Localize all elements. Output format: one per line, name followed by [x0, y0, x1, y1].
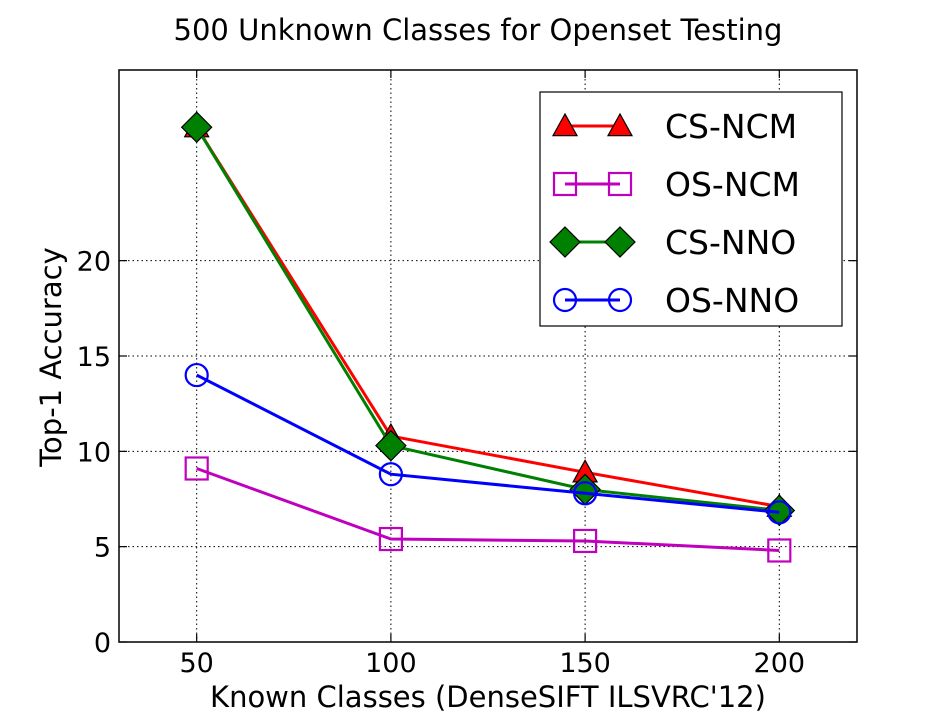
data-point-cs-nno: [180, 111, 213, 144]
legend-marker-os-ncm: [552, 171, 578, 197]
legend-item-cs-nno: CS-NNO: [549, 223, 796, 262]
series-line-os-ncm: [196, 467, 780, 552]
data-point-cs-nno: [375, 429, 407, 462]
axis-ticks: 50 100 150 200 0 5 10 15 20: [77, 70, 857, 679]
legend-marker-os-ncm: [607, 171, 633, 197]
legend-label-os-ncm: OS-NCM: [665, 165, 800, 204]
legend: CS-NCM OS-NCM CS-NNO OS-NNO: [539, 91, 843, 327]
legend-item-os-ncm: OS-NCM: [552, 165, 800, 204]
legend-box: [539, 91, 843, 327]
legend-label-os-nno: OS-NNO: [665, 281, 799, 320]
legend-marker-os-nno: [552, 287, 578, 313]
series-line-os-nno: [196, 373, 780, 514]
data-point-os-ncm: [378, 526, 403, 552]
y-tick-label: 0: [94, 628, 111, 659]
series-os-nno: [184, 362, 792, 525]
legend-marker-cs-ncm: [606, 112, 634, 137]
data-point-os-ncm: [184, 456, 209, 481]
y-tick-label: 5: [94, 533, 111, 564]
x-tick-label: 200: [754, 648, 806, 679]
data-point-os-nno: [184, 362, 209, 388]
x-tick-label: 50: [180, 648, 214, 679]
legend-label-cs-ncm: CS-NCM: [665, 107, 797, 146]
legend-marker-cs-nno: [604, 226, 636, 258]
x-axis-label: Known Classes (DenseSIFT ILSVRC'12): [210, 680, 766, 714]
series-layer: [180, 111, 796, 563]
x-tick-label: 150: [559, 648, 611, 679]
data-point-os-nno: [767, 500, 792, 525]
legend-marker-cs-ncm: [551, 112, 579, 137]
legend-marker-os-nno: [607, 287, 633, 313]
y-tick-label: 20: [77, 247, 111, 278]
y-tick-label: 15: [77, 342, 111, 373]
legend-label-cs-nno: CS-NNO: [665, 223, 796, 262]
data-point-os-ncm: [573, 528, 598, 554]
series-os-ncm: [184, 456, 792, 563]
legend-item-cs-ncm: CS-NCM: [551, 107, 797, 146]
series-line-cs-ncm: [195, 126, 780, 509]
y-axis-label: Top-1 Accuracy: [34, 247, 68, 467]
legend-marker-cs-nno: [549, 226, 581, 258]
data-point-os-nno: [378, 462, 403, 487]
y-tick-label: 10: [77, 437, 111, 468]
legend-item-os-nno: OS-NNO: [552, 281, 799, 320]
chart-title: 500 Unknown Classes for Openset Testing: [174, 13, 783, 47]
series-line-cs-nno: [195, 126, 780, 512]
data-point-os-ncm: [767, 538, 792, 563]
x-tick-label: 100: [365, 648, 417, 679]
data-point-os-nno: [573, 481, 598, 506]
